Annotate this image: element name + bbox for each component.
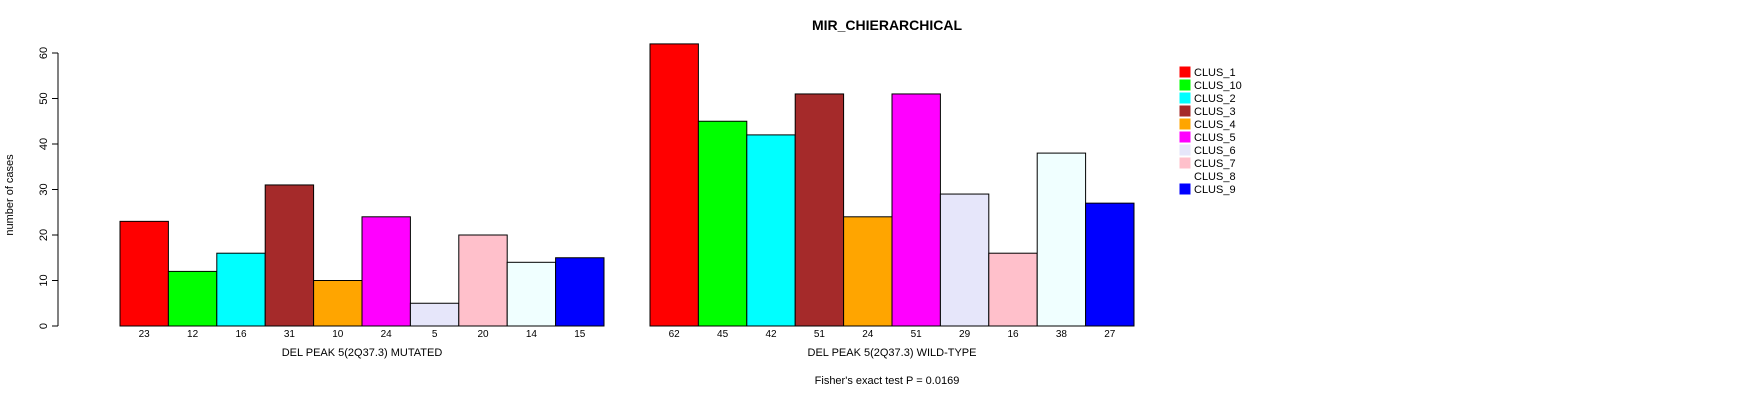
bar [555, 257, 605, 327]
bar-count-label: 16 [235, 329, 247, 340]
y-tick-label: 0 [38, 323, 50, 329]
bar [649, 43, 699, 327]
legend-swatch [1179, 118, 1191, 130]
bar [697, 120, 748, 327]
legend-swatch [1179, 66, 1191, 78]
legend-label: CLUS_8 [1194, 171, 1236, 183]
bar-count-label: 31 [284, 329, 296, 340]
bar-count-label: 10 [332, 329, 344, 340]
legend-swatch [1179, 79, 1191, 91]
bar [506, 261, 557, 327]
bar-count-label: 51 [911, 329, 923, 340]
bar [313, 280, 363, 327]
bar-count-label: 38 [1056, 329, 1068, 340]
y-axis: 0 10 20 30 40 50 60 [38, 47, 59, 329]
bar-count-label: 42 [765, 329, 777, 340]
legend-label: CLUS_10 [1194, 80, 1242, 92]
bar [264, 184, 315, 327]
legend-label: CLUS_3 [1194, 106, 1236, 118]
bar-panels: 23 12 16 31 10 24 5 20 14 15 DEL PEAK 5(2Q37.3) MU… [119, 43, 1135, 359]
legend-label: CLUS_7 [1194, 158, 1236, 170]
bar [939, 193, 990, 327]
y-tick-label: 20 [38, 229, 50, 241]
legend-label: CLUS_4 [1194, 119, 1236, 131]
legend-label: CLUS_1 [1194, 67, 1236, 79]
y-tick-label: 30 [38, 183, 50, 195]
bar-count-label: 14 [526, 329, 538, 340]
y-tick-label: 10 [38, 274, 50, 286]
bar-count-label: 5 [432, 329, 438, 340]
bar [1036, 152, 1087, 327]
bar [746, 134, 796, 327]
bar-count-label: 27 [1104, 329, 1116, 340]
bar [458, 234, 508, 327]
panel-x-label: DEL PEAK 5(2Q37.3) MUTATED [282, 347, 443, 359]
y-tick-label: 50 [38, 92, 50, 104]
legend-swatch [1179, 105, 1191, 117]
bar-count-label: 16 [1007, 329, 1019, 340]
bar-count-label: 24 [862, 329, 874, 340]
bar [891, 93, 941, 327]
wild-type-panel: 62 45 42 51 24 51 29 16 38 27 DEL PEAK 5(2Q37.3) W… [649, 43, 1135, 359]
chart-title: MIR_CHIERARCHICAL [812, 17, 963, 33]
y-axis-label: number of cases [4, 154, 16, 236]
bar-count-label: 12 [187, 329, 199, 340]
bar-count-label: 24 [381, 329, 393, 340]
bar-count-label: 29 [959, 329, 971, 340]
legend-swatch [1179, 92, 1191, 104]
bar [216, 252, 266, 327]
legend-swatch [1179, 131, 1191, 143]
legend-swatch [1179, 170, 1191, 182]
bar-count-label: 45 [717, 329, 729, 340]
bar-count-label: 51 [814, 329, 826, 340]
y-tick-label: 40 [38, 138, 50, 150]
legend-label: CLUS_2 [1194, 93, 1236, 105]
y-tick-label: 60 [38, 47, 50, 59]
bar [167, 270, 218, 327]
legend-swatch [1179, 157, 1191, 169]
bar-count-label: 23 [139, 329, 151, 340]
legend-swatch [1179, 144, 1191, 156]
bar-count-label: 62 [669, 329, 681, 340]
legend: CLUS_1CLUS_10CLUS_2CLUS_3CLUS_4CLUS_5CLU… [1179, 66, 1242, 196]
bar [361, 216, 411, 327]
legend-label: CLUS_5 [1194, 132, 1236, 144]
panel-x-label: DEL PEAK 5(2Q37.3) WILD-TYPE [808, 347, 977, 359]
fisher-test-label: Fisher's exact test P = 0.0169 [815, 375, 960, 387]
legend-label: CLUS_6 [1194, 145, 1236, 157]
bar [1085, 202, 1135, 327]
bar [409, 302, 460, 327]
bar [843, 216, 893, 327]
bar [988, 252, 1038, 327]
bar [119, 220, 169, 327]
bar-count-label: 15 [574, 329, 586, 340]
bar-count-label: 20 [477, 329, 489, 340]
legend-label: CLUS_9 [1194, 184, 1236, 196]
legend-swatch [1179, 183, 1191, 195]
bar [794, 93, 845, 327]
mutated-panel: 23 12 16 31 10 24 5 20 14 15 DEL PEAK 5(2Q37.3) MU… [119, 184, 605, 359]
